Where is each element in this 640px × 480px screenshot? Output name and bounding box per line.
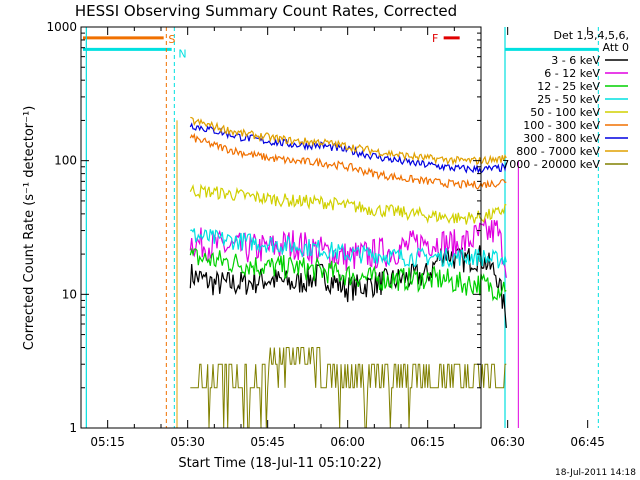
legend-label: 100 - 300 keV <box>523 119 600 132</box>
legend-header-line2: Att 0 <box>603 41 629 54</box>
x-tick-label: 06:15 <box>410 435 445 449</box>
plot-area: SN F <box>83 27 599 429</box>
saa-label: S <box>168 33 175 46</box>
y-tick-label: 1 <box>69 421 77 435</box>
y-axis-label: Corrected Count Rate (s⁻¹ detector⁻¹) <box>22 106 37 351</box>
series-line <box>189 245 507 328</box>
x-tick-label: 05:30 <box>170 435 205 449</box>
chart-title: HESSI Observing Summary Count Rates, Cor… <box>75 2 457 20</box>
series-line <box>189 247 507 302</box>
x-tick-label: 06:45 <box>570 435 605 449</box>
x-axis-label: Start Time (18-Jul-11 05:10:22) <box>178 456 381 471</box>
legend-label: 6 - 12 keV <box>544 67 600 80</box>
x-tick-label: 06:00 <box>330 435 365 449</box>
series-line <box>189 132 507 190</box>
timestamp: 18-Jul-2011 14:18 <box>555 468 636 478</box>
legend-label: 800 - 7000 keV <box>516 145 600 158</box>
x-tick-label: 06:30 <box>490 435 525 449</box>
x-tick-label: 05:45 <box>250 435 285 449</box>
night-label: N <box>178 47 186 60</box>
x-tick-label: 05:15 <box>90 435 125 449</box>
series-line <box>190 116 507 166</box>
series-line <box>189 122 507 175</box>
legend-label: 300 - 800 keV <box>523 132 600 145</box>
legend-label: 12 - 25 keV <box>537 80 600 93</box>
x-axis: 05:15 05:30 05:45 06:00 06:15 06:30 06:45 <box>80 27 605 449</box>
flare-label: F <box>432 32 438 45</box>
legend-header-line1: Det 1,3,4,5,6, <box>553 29 629 42</box>
y-tick-label: 100 <box>54 154 77 168</box>
legend-label: 25 - 50 keV <box>537 93 600 106</box>
legend-label: 3 - 6 keV <box>551 54 600 67</box>
series-line <box>190 228 507 269</box>
legend-label: 7000 - 20000 keV <box>502 158 600 171</box>
y-tick-label: 1000 <box>46 20 77 34</box>
y-tick-label: 10 <box>62 287 77 301</box>
legend-label: 50 - 100 keV <box>530 106 600 119</box>
y-axis: 1 10 100 1000 <box>46 20 481 435</box>
plot-frame <box>80 26 482 429</box>
series-line <box>189 183 507 225</box>
series-line <box>190 347 507 429</box>
